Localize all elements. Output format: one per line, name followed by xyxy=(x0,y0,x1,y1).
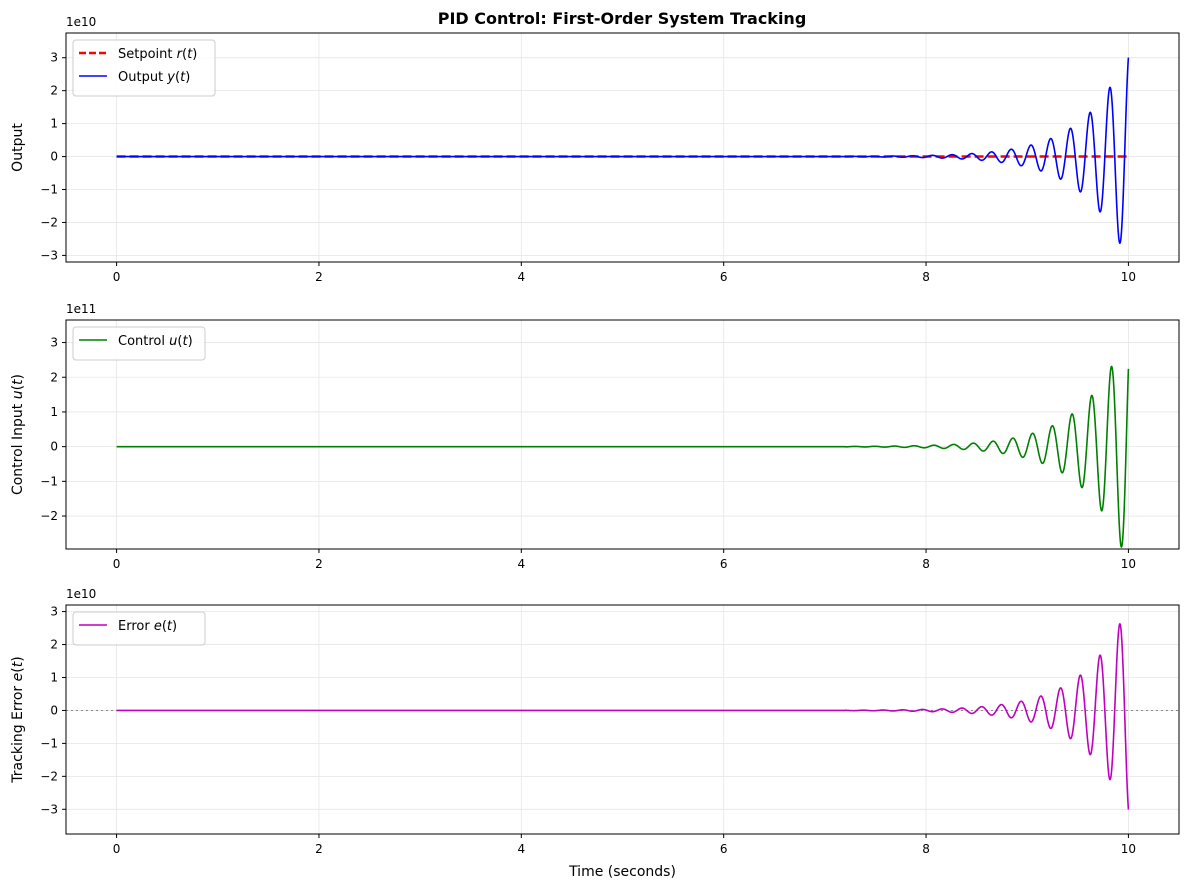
y-tick-label: −2 xyxy=(40,509,58,523)
y-tick-label: 3 xyxy=(50,51,58,65)
y-tick-label: −3 xyxy=(40,248,58,262)
x-tick-label: 0 xyxy=(113,842,121,856)
legend: Setpoint r(t) Output y(t) xyxy=(72,39,216,97)
x-axis-label: Time (seconds) xyxy=(568,864,676,880)
x-tick-label: 0 xyxy=(113,557,121,571)
series-line-error xyxy=(116,623,1130,810)
x-tick-label: 4 xyxy=(517,557,525,571)
y-tick-label: 0 xyxy=(50,150,58,164)
x-tick-label: 6 xyxy=(720,557,728,571)
axes-frame xyxy=(65,32,1180,263)
legend-box xyxy=(72,39,216,97)
legend: Control u(t) xyxy=(72,326,206,361)
legend-box xyxy=(72,611,206,646)
x-tick-label: 6 xyxy=(720,842,728,856)
y-axis-label: Output xyxy=(10,123,26,172)
y-axis-label: Control Input u(t) xyxy=(10,374,26,495)
y-tick-label: 2 xyxy=(50,84,58,98)
legend-label: Output y(t) xyxy=(118,70,190,85)
x-tick-label: 8 xyxy=(922,557,930,571)
y-tick-label: 3 xyxy=(50,605,58,619)
x-tick-label: 10 xyxy=(1121,557,1136,571)
y-tick-label: −1 xyxy=(40,474,58,488)
x-tick-label: 8 xyxy=(922,270,930,284)
x-tick-label: 2 xyxy=(315,842,323,856)
legend-label: Control u(t) xyxy=(118,334,193,349)
y-tick-label: 1 xyxy=(50,405,58,419)
chart-panel-1: 0 2 4 6 8 10 −3 −2 −1 0 1 2 3 1e10 Output Setpoint r(t)… xyxy=(10,15,1180,284)
y-tick-label: 3 xyxy=(50,336,58,350)
legend: Error e(t) xyxy=(72,611,206,646)
axes-frame xyxy=(65,604,1180,835)
x-tick-label: 2 xyxy=(315,557,323,571)
x-tick-label: 10 xyxy=(1121,270,1136,284)
x-tick-label: 2 xyxy=(315,270,323,284)
chart-panel-3: 0 2 4 6 8 10 −3 −2 −1 0 1 2 3 1e10 Tracking Error e(t)… xyxy=(10,587,1180,880)
y-tick-label: 0 xyxy=(50,440,58,454)
y-tick-label: −3 xyxy=(40,802,58,816)
series-line-output xyxy=(116,57,1130,244)
legend-label: Setpoint r(t) xyxy=(118,47,197,62)
y-tick-label: 1 xyxy=(50,117,58,131)
axis-offset-label: 1e10 xyxy=(66,587,96,601)
y-tick-label: 1 xyxy=(50,670,58,684)
x-tick-label: 0 xyxy=(113,270,121,284)
x-tick-label: 4 xyxy=(517,842,525,856)
series-line-control xyxy=(116,365,1130,548)
y-tick-label: 0 xyxy=(50,703,58,717)
legend-box xyxy=(72,326,206,361)
y-tick-label: 2 xyxy=(50,370,58,384)
axis-offset-label: 1e11 xyxy=(66,302,96,316)
x-tick-label: 4 xyxy=(517,270,525,284)
figure-title: PID Control: First-Order System Tracking xyxy=(438,9,807,28)
y-tick-label: −2 xyxy=(40,769,58,783)
x-tick-label: 10 xyxy=(1121,842,1136,856)
y-tick-label: 2 xyxy=(50,638,58,652)
axis-offset-label: 1e10 xyxy=(66,15,96,29)
y-tick-label: −1 xyxy=(40,736,58,750)
y-axis-label: Tracking Error e(t) xyxy=(10,656,26,783)
y-tick-label: −2 xyxy=(40,215,58,229)
x-tick-label: 8 xyxy=(922,842,930,856)
legend-label: Error e(t) xyxy=(118,619,177,634)
x-tick-label: 6 xyxy=(720,270,728,284)
axes-frame xyxy=(65,319,1180,550)
chart-panel-2: 0 2 4 6 8 10 −2 −1 0 1 2 3 1e11 Control Input u(t) Con… xyxy=(10,302,1180,571)
y-tick-label: −1 xyxy=(40,183,58,197)
